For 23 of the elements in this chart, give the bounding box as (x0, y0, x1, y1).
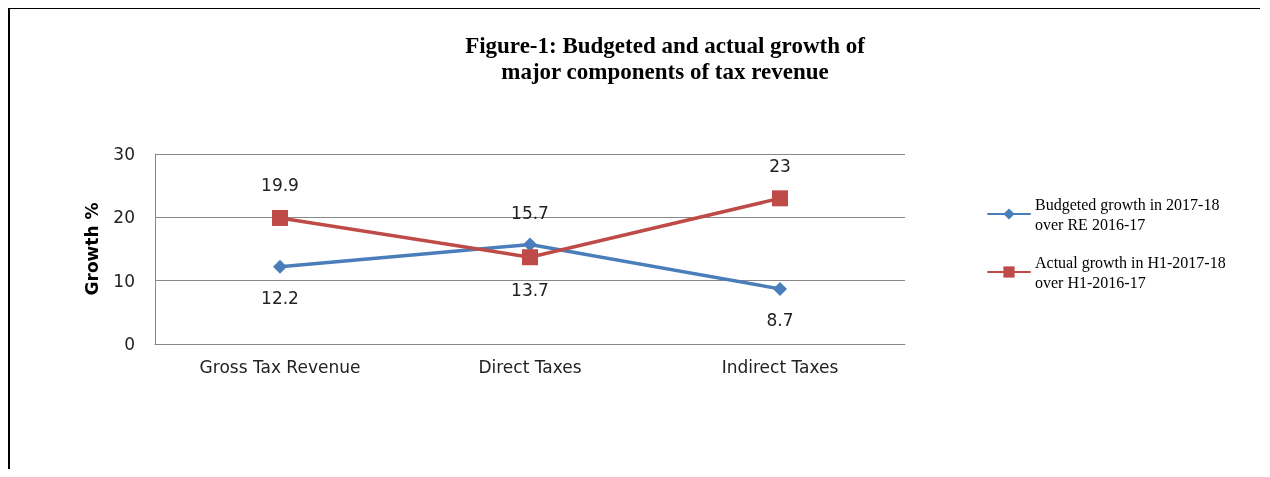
x-tick-label: Indirect Taxes (721, 356, 839, 377)
point (522, 249, 538, 266)
y-axis-title: Growth % (81, 202, 102, 296)
y-tick-label: 0 (124, 334, 135, 354)
y-tick-label: 30 (113, 144, 135, 164)
y-tick-label: 10 (113, 270, 135, 291)
x-tick-label: Gross Tax Revenue (199, 356, 361, 377)
legend-label: Actual growth in H1-2017-18 over H1-2016-17 (1035, 253, 1230, 291)
data-label: 19.9 (261, 175, 299, 196)
data-label: 12.2 (261, 288, 299, 309)
point (772, 190, 788, 207)
data-label: 15.7 (511, 203, 549, 224)
point (273, 259, 287, 274)
y-tick-label: 20 (113, 207, 135, 228)
point (523, 237, 537, 252)
chart-title: Figure-1: Budgeted and actual growth of major components of tax revenue (465, 32, 866, 84)
point (272, 209, 288, 226)
point (773, 281, 787, 296)
legend-label: Budgeted growth in 2017-18 over RE 2016-17 (1035, 195, 1224, 233)
data-label: 8.7 (766, 310, 794, 331)
data-label: 13.7 (511, 279, 549, 300)
x-tick-label: Direct Taxes (478, 356, 582, 377)
data-label: 23 (769, 155, 791, 176)
